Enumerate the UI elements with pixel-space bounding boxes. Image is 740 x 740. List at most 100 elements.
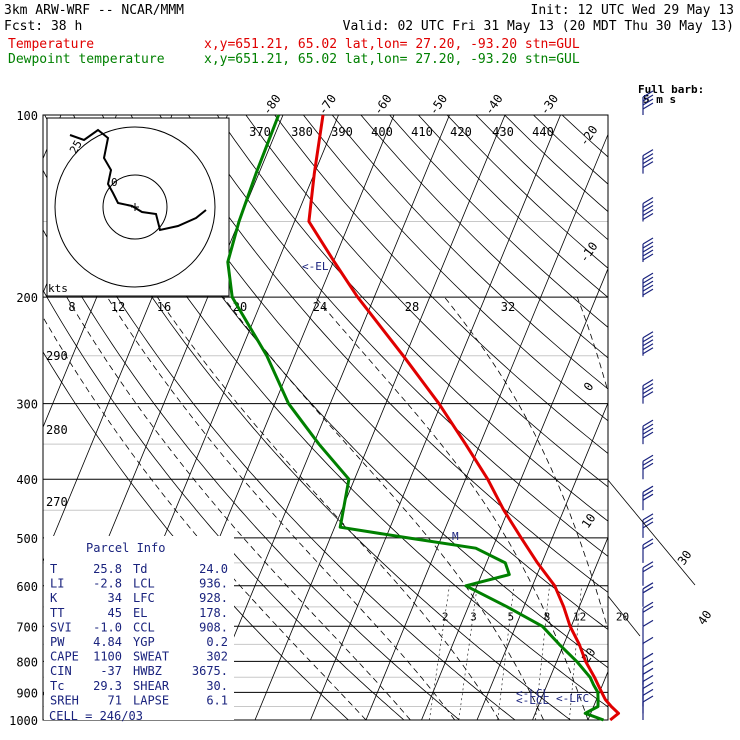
pressure-tick-label: 600 [16, 580, 38, 594]
theta-top-label: 370 [249, 125, 271, 139]
isotherm [532, 536, 608, 720]
moist-adiabat [106, 296, 456, 720]
wind-barb-flag [642, 513, 654, 521]
el-marker: <-EL [302, 260, 329, 273]
theta-mid-label: 12 [111, 300, 125, 314]
barb-legend-unit: 5 m s [643, 93, 676, 106]
dry-adiabat [188, 115, 608, 557]
wind-barb-flag [642, 636, 654, 644]
theta-mid-label: 8 [68, 300, 75, 314]
legend-temperature-info: x,y=651.21, 65.02 lat,lon= 27.20, -93.20… [204, 37, 580, 52]
theta-mid-label: 16 [157, 300, 171, 314]
wind-barb-flag [642, 249, 654, 257]
parcel-value: -1.0 [93, 620, 122, 634]
parcel-label: SWEAT [133, 650, 169, 664]
parcel-label: LAPSE [133, 693, 169, 707]
parcel-value: 0.2 [206, 635, 228, 649]
wind-barb-flag [642, 90, 654, 98]
hodograph-ring-label-25: 25 [67, 138, 85, 156]
wind-barb-flag [642, 601, 654, 609]
wind-barb-flag [642, 280, 654, 288]
pressure-tick-label: 200 [16, 291, 38, 305]
mixing-ratio-label: 3 [470, 610, 477, 623]
wind-barb-flag [642, 205, 654, 213]
dry-adiabat [360, 115, 608, 359]
parcel-info-title: Parcel Info [86, 541, 165, 555]
wind-barb-flag [642, 284, 654, 292]
dewpoint-profile [226, 114, 605, 722]
wind-barb-flag [642, 538, 654, 546]
dry-adiabat [73, 115, 608, 708]
hodograph-trace [69, 128, 207, 232]
wind-barb-flag [642, 431, 654, 439]
wind-barb-flag [642, 209, 654, 217]
wind-barb-flag [642, 149, 654, 157]
wind-barb-flag [642, 582, 654, 590]
skew-temp-label: -10 [577, 239, 601, 265]
hodograph-ring-inner [102, 174, 168, 240]
wind-barb-flag [642, 335, 654, 343]
wind-barb-flag [642, 561, 654, 569]
dry-adiabat [561, 115, 608, 158]
legend-dewpoint: Dewpoint temperature [8, 52, 165, 67]
dry-adiabat [245, 115, 608, 488]
pressure-tick-label: 100 [16, 109, 38, 123]
pressure-tick-label: 400 [16, 473, 38, 487]
theta-mid-label: 24 [313, 300, 327, 314]
skew-temp-label: 30 [675, 548, 695, 568]
parcel-label: CAPE [50, 650, 79, 664]
dry-adiabat [331, 115, 608, 390]
parcel-info-box [44, 536, 234, 720]
wind-barb-flag [642, 391, 654, 399]
parcel-info-rows: T 25.8 Td 24.0 LI -2.8 LCL 936. K 34 LFC 928. TT 45 EL… [50, 562, 228, 707]
theta-top-label: 400 [371, 125, 393, 139]
parcel-label: EL [133, 606, 147, 620]
parcel-value: 34 [108, 591, 122, 605]
hodograph-ring-outer [54, 126, 216, 288]
dry-adiabat [274, 115, 608, 455]
theta-top-label: 430 [492, 125, 514, 139]
model-title: 3km ARW-WRF -- NCAR/MMM [4, 3, 184, 18]
skew-temp-label: -60 [371, 92, 395, 118]
wind-barb-flag [642, 489, 654, 497]
parcel-value: 302 [206, 650, 228, 664]
wind-barb-flag [642, 485, 654, 493]
wind-barb-flag [642, 153, 654, 161]
hodograph: 0 25 kts [46, 117, 230, 297]
init-time: Init: 12 UTC Wed 29 May 13 [531, 3, 735, 18]
lfc-marker: <-LFC [556, 692, 589, 705]
moist-adiabat [444, 296, 608, 631]
parcel-value: -2.8 [93, 577, 122, 591]
theta-mid-label: 32 [501, 300, 515, 314]
moist-adiabat [222, 296, 544, 720]
isotherm-extension [607, 595, 641, 637]
wind-barb-flag [642, 521, 654, 529]
wind-barb-flag [642, 379, 654, 387]
parcel-value: 6.1 [206, 693, 228, 707]
wind-barb-flag [642, 347, 654, 355]
wind-barb-flag [642, 682, 654, 690]
mixing-ratio-label: 2 [442, 610, 449, 623]
legend-dewpoint-info: x,y=651.21, 65.02 lat,lon= 27.20, -93.20… [204, 52, 580, 67]
wind-barb-flag [642, 454, 654, 462]
theta-top-label: 440 [532, 125, 554, 139]
wind-barb-flag [642, 660, 654, 668]
wind-barb-flag [642, 458, 654, 466]
hodograph-unit: kts [48, 282, 68, 295]
pressure-tick-label: 500 [16, 532, 38, 546]
parcel-value: 178. [199, 606, 228, 620]
theta-top-label: 390 [331, 125, 353, 139]
dry-adiabat [418, 115, 608, 298]
mixing-ratio-line [458, 585, 478, 720]
parcel-info-panel: Parcel Info T 25.8 Td 24.0 LI -2.8 LCL 936. K 34 L… [44, 536, 234, 723]
skew-temp-label: 0 [581, 380, 597, 394]
isotherm [699, 115, 740, 720]
pressure-tick-label: 800 [16, 655, 38, 669]
mixing-ratio-label: 5 [508, 610, 515, 623]
parcel-label: K [50, 591, 58, 605]
moist-adiabat [157, 296, 500, 720]
parcel-label: LCL [133, 577, 155, 591]
isotherm [476, 401, 608, 720]
dry-adiabat [159, 115, 608, 593]
wind-barb-flag [642, 276, 654, 284]
